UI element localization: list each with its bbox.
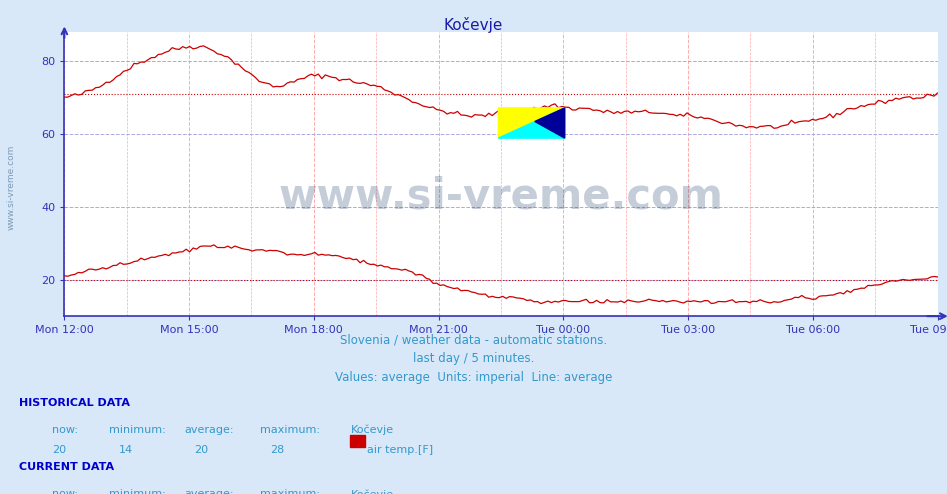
- Text: now:: now:: [52, 489, 78, 494]
- Text: air temp.[F]: air temp.[F]: [367, 445, 434, 454]
- Text: www.si-vreme.com: www.si-vreme.com: [278, 176, 724, 218]
- Text: minimum:: minimum:: [109, 425, 166, 435]
- Text: average:: average:: [185, 425, 234, 435]
- Polygon shape: [498, 108, 564, 138]
- Text: maximum:: maximum:: [260, 489, 320, 494]
- Text: 20: 20: [52, 445, 66, 454]
- Polygon shape: [535, 108, 564, 138]
- Text: www.si-vreme.com: www.si-vreme.com: [7, 145, 16, 230]
- Text: 14: 14: [118, 445, 133, 454]
- Text: average:: average:: [185, 489, 234, 494]
- Text: Values: average  Units: imperial  Line: average: Values: average Units: imperial Line: av…: [335, 371, 612, 384]
- Text: Kočevje: Kočevje: [444, 17, 503, 33]
- Text: minimum:: minimum:: [109, 489, 166, 494]
- Polygon shape: [498, 108, 564, 138]
- Text: HISTORICAL DATA: HISTORICAL DATA: [19, 398, 130, 408]
- Text: CURRENT DATA: CURRENT DATA: [19, 462, 114, 472]
- Text: 28: 28: [270, 445, 284, 454]
- Text: Kočevje: Kočevje: [350, 425, 394, 435]
- Text: 20: 20: [194, 445, 208, 454]
- Text: now:: now:: [52, 425, 78, 435]
- Text: Slovenia / weather data - automatic stations.: Slovenia / weather data - automatic stat…: [340, 333, 607, 346]
- Text: maximum:: maximum:: [260, 425, 320, 435]
- Text: last day / 5 minutes.: last day / 5 minutes.: [413, 352, 534, 365]
- Text: Kočevje: Kočevje: [350, 489, 394, 494]
